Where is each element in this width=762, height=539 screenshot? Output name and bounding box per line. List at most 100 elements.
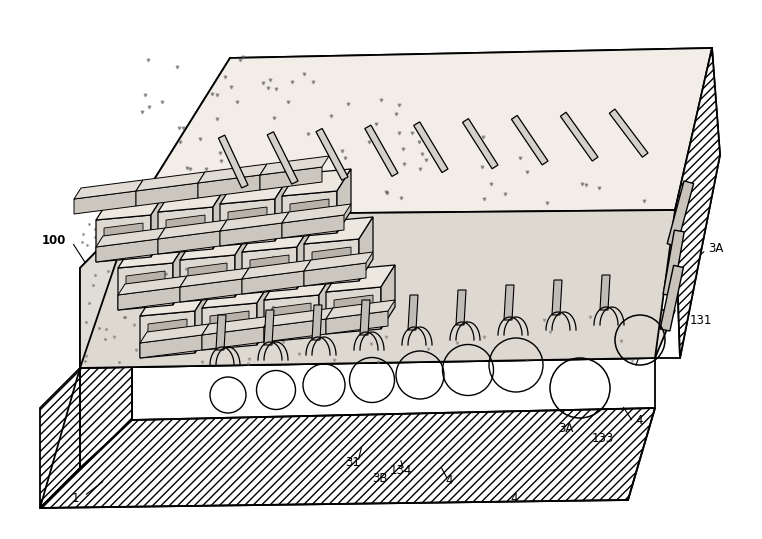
Polygon shape: [158, 220, 227, 239]
Polygon shape: [202, 316, 271, 335]
Polygon shape: [381, 265, 395, 329]
Polygon shape: [365, 125, 398, 176]
Polygon shape: [242, 271, 304, 294]
Polygon shape: [104, 223, 143, 254]
Text: 3A: 3A: [708, 241, 723, 254]
Text: 2: 2: [150, 303, 158, 316]
Text: 3: 3: [300, 114, 307, 127]
Polygon shape: [80, 215, 132, 368]
Polygon shape: [360, 300, 370, 335]
Polygon shape: [264, 319, 326, 342]
Polygon shape: [675, 48, 720, 358]
Polygon shape: [304, 263, 366, 286]
Polygon shape: [257, 281, 271, 345]
Polygon shape: [219, 135, 248, 188]
Polygon shape: [260, 167, 322, 190]
Polygon shape: [118, 263, 173, 310]
Polygon shape: [228, 207, 267, 238]
Polygon shape: [213, 185, 227, 249]
Text: 31: 31: [640, 345, 655, 358]
Polygon shape: [202, 327, 264, 350]
Polygon shape: [290, 199, 329, 230]
Polygon shape: [40, 368, 80, 508]
Text: 13: 13: [608, 73, 623, 86]
Polygon shape: [267, 132, 298, 184]
Text: 12: 12: [195, 225, 210, 238]
Polygon shape: [140, 335, 202, 358]
Polygon shape: [297, 225, 311, 289]
Polygon shape: [663, 230, 684, 296]
Text: 2: 2: [148, 279, 155, 292]
Polygon shape: [96, 239, 158, 262]
Polygon shape: [180, 255, 235, 302]
Polygon shape: [463, 119, 498, 169]
Polygon shape: [140, 324, 209, 343]
Polygon shape: [188, 263, 227, 294]
Polygon shape: [326, 287, 381, 334]
Polygon shape: [198, 164, 267, 183]
Polygon shape: [456, 290, 466, 325]
Text: 1: 1: [72, 492, 79, 505]
Text: 4: 4: [445, 473, 453, 487]
Polygon shape: [126, 271, 165, 302]
Polygon shape: [275, 177, 289, 241]
Polygon shape: [304, 252, 373, 271]
Polygon shape: [220, 212, 289, 231]
Text: 133: 133: [592, 432, 614, 445]
Polygon shape: [334, 295, 373, 326]
Polygon shape: [180, 279, 242, 302]
Polygon shape: [220, 177, 289, 204]
Polygon shape: [40, 408, 655, 508]
Polygon shape: [158, 185, 227, 212]
Polygon shape: [136, 172, 205, 191]
Polygon shape: [202, 281, 271, 308]
Polygon shape: [359, 217, 373, 281]
Polygon shape: [552, 280, 562, 315]
Polygon shape: [74, 180, 143, 199]
Polygon shape: [148, 319, 187, 350]
Polygon shape: [600, 275, 610, 310]
Polygon shape: [408, 295, 418, 330]
Polygon shape: [312, 247, 351, 278]
Polygon shape: [660, 265, 684, 331]
Polygon shape: [74, 191, 136, 214]
Polygon shape: [282, 191, 337, 238]
Polygon shape: [282, 215, 344, 238]
Polygon shape: [326, 300, 395, 319]
Polygon shape: [210, 311, 249, 342]
Polygon shape: [250, 255, 289, 286]
Polygon shape: [198, 175, 260, 198]
Polygon shape: [668, 181, 693, 246]
Text: 124: 124: [295, 115, 318, 128]
Polygon shape: [304, 217, 373, 244]
Polygon shape: [132, 48, 712, 215]
Text: 131: 131: [690, 314, 712, 327]
Text: 3B: 3B: [372, 472, 388, 485]
Polygon shape: [173, 241, 187, 305]
Polygon shape: [158, 207, 213, 254]
Polygon shape: [560, 112, 598, 161]
Polygon shape: [264, 308, 333, 327]
Polygon shape: [118, 276, 187, 295]
Polygon shape: [80, 315, 132, 468]
Text: 124: 124: [230, 135, 252, 149]
Polygon shape: [312, 305, 322, 340]
Text: 4: 4: [635, 413, 642, 426]
Polygon shape: [96, 193, 165, 220]
Polygon shape: [264, 295, 319, 342]
Text: 100: 100: [42, 233, 66, 246]
Polygon shape: [242, 260, 311, 279]
Polygon shape: [264, 273, 333, 300]
Polygon shape: [610, 109, 648, 157]
Text: 31: 31: [345, 455, 360, 468]
Polygon shape: [202, 303, 257, 350]
Text: 3: 3: [575, 86, 582, 99]
Polygon shape: [511, 115, 548, 165]
Polygon shape: [80, 210, 675, 368]
Text: 31: 31: [654, 281, 669, 294]
Polygon shape: [166, 215, 205, 246]
Polygon shape: [319, 273, 333, 337]
Polygon shape: [282, 204, 351, 223]
Text: 3A: 3A: [558, 421, 573, 434]
Polygon shape: [180, 233, 249, 260]
